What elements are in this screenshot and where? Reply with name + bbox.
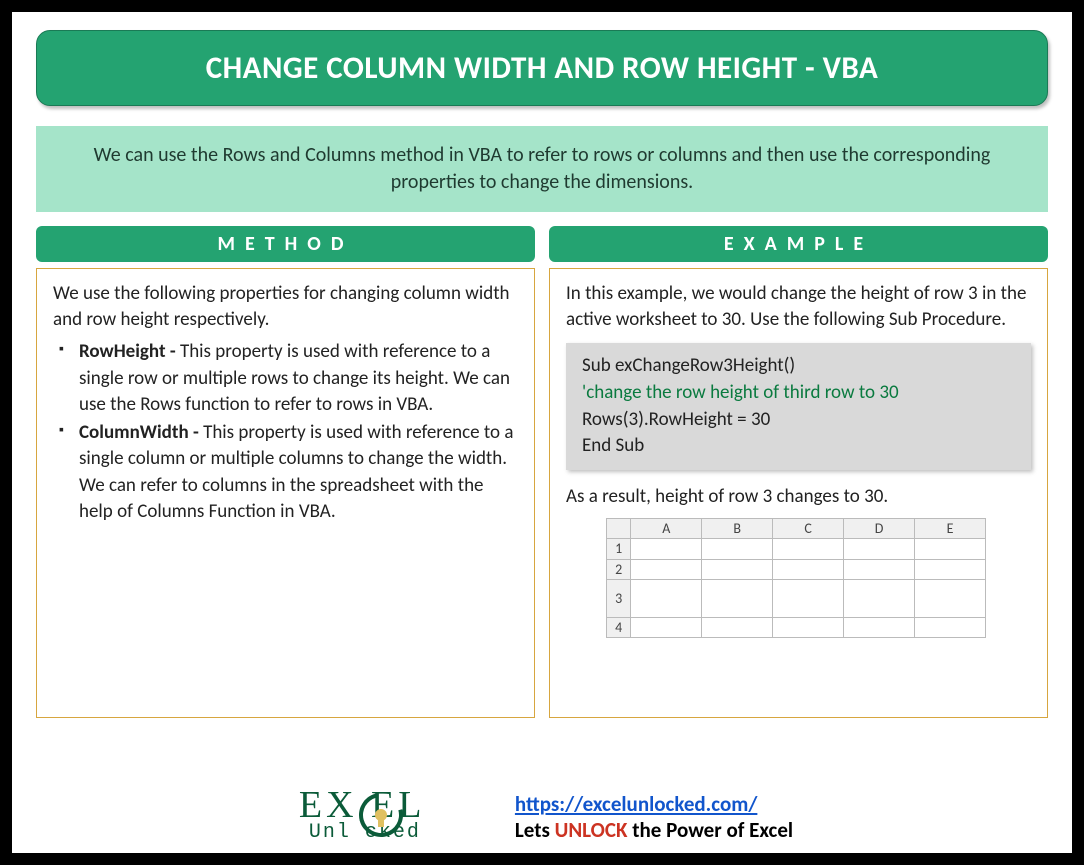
columns-row: METHOD We use the following properties f… [36, 226, 1048, 718]
cell [702, 579, 773, 617]
cell [773, 559, 844, 579]
title-banner: CHANGE COLUMN WIDTH AND ROW HEIGHT - VBA [36, 30, 1048, 106]
cell [773, 539, 844, 559]
sheet-row: 2 [607, 559, 986, 579]
cell [631, 617, 702, 637]
cell [915, 617, 986, 637]
col-header: A [631, 519, 702, 539]
infographic-page: CHANGE COLUMN WIDTH AND ROW HEIGHT - VBA… [12, 12, 1072, 853]
tagline-unlock: UNLOCK [555, 817, 628, 843]
row-header: 2 [607, 559, 631, 579]
property-list: RowHeight - This property is used with r… [53, 339, 518, 525]
tagline-post: the Power of Excel [627, 817, 793, 843]
example-intro-text: In this example, we would change the hei… [566, 281, 1031, 333]
cell [915, 579, 986, 617]
row-header: 4 [607, 617, 631, 637]
cell [631, 579, 702, 617]
cell [702, 617, 773, 637]
excel-unlocked-logo: EX EL Unl cked [291, 787, 491, 847]
code-comment: 'change the row height of third row to 3… [582, 380, 1015, 407]
cell [844, 539, 915, 559]
mini-spreadsheet: A B C D E 1 2 3 [606, 518, 986, 638]
cell [631, 539, 702, 559]
sheet-row: 1 [607, 539, 986, 559]
cell [844, 559, 915, 579]
list-item: RowHeight - This property is used with r… [59, 339, 518, 418]
col-header: D [844, 519, 915, 539]
row-header: 3 [607, 579, 631, 617]
method-intro-text: We use the following properties for chan… [53, 281, 518, 333]
cell [702, 539, 773, 559]
list-item: ColumnWidth - This property is used with… [59, 420, 518, 525]
cell [915, 559, 986, 579]
prop-name-columnwidth: ColumnWidth - [79, 421, 203, 444]
example-header: EXAMPLE [549, 226, 1048, 262]
cell [844, 579, 915, 617]
keyhole-icon [375, 809, 387, 821]
cell [773, 617, 844, 637]
code-line: Sub exChangeRow3Height() [582, 353, 1015, 380]
footer-url-link[interactable]: https://excelunlocked.com/ [515, 791, 757, 817]
intro-text: We can use the Rows and Columns method i… [36, 126, 1048, 212]
prop-name-rowheight: RowHeight - [79, 340, 180, 363]
footer-text-block: https://excelunlocked.com/ Lets UNLOCK t… [515, 791, 793, 843]
sheet-corner [607, 519, 631, 539]
cell [773, 579, 844, 617]
result-text: As a result, height of row 3 changes to … [566, 484, 1031, 510]
col-header: C [773, 519, 844, 539]
method-column: METHOD We use the following properties f… [36, 226, 535, 718]
sheet-header-row: A B C D E [607, 519, 986, 539]
sheet-row-tall: 3 [607, 579, 986, 617]
tagline-pre: Lets [515, 817, 555, 843]
cell [702, 559, 773, 579]
row-header: 1 [607, 539, 631, 559]
example-body: In this example, we would change the hei… [549, 268, 1048, 718]
col-header: B [702, 519, 773, 539]
cell [844, 617, 915, 637]
footer: EX EL Unl cked https://excelunlocked.com… [12, 787, 1072, 847]
sheet-row: 4 [607, 617, 986, 637]
col-header: E [915, 519, 986, 539]
cell [915, 539, 986, 559]
cell [631, 559, 702, 579]
method-body: We use the following properties for chan… [36, 268, 535, 718]
example-column: EXAMPLE In this example, we would change… [549, 226, 1048, 718]
code-line: Rows(3).RowHeight = 30 [582, 407, 1015, 434]
code-line: End Sub [582, 433, 1015, 460]
code-block: Sub exChangeRow3Height() 'change the row… [566, 343, 1031, 469]
method-header: METHOD [36, 226, 535, 262]
footer-tagline: Lets UNLOCK the Power of Excel [515, 817, 793, 843]
